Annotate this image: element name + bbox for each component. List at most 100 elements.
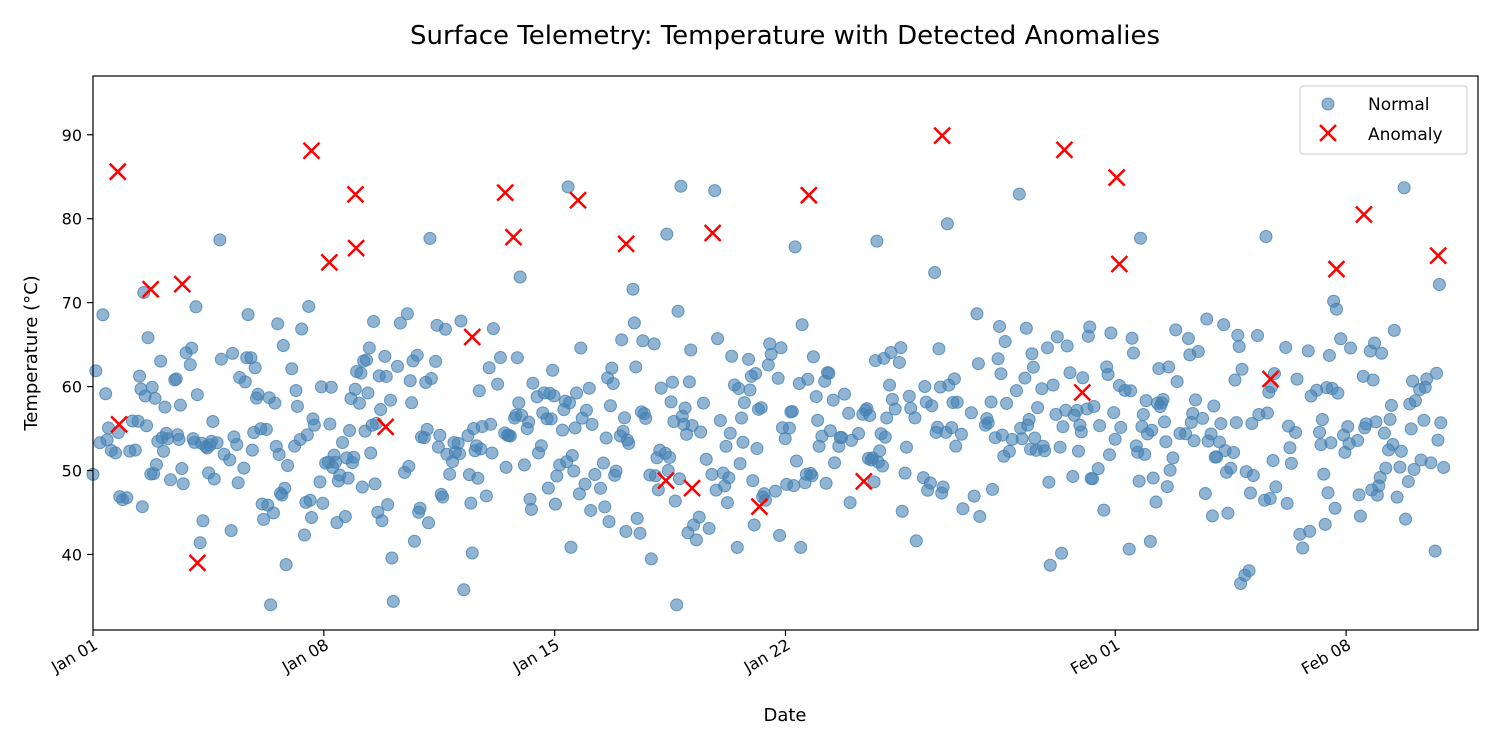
normal-point — [1163, 463, 1177, 477]
x-tick-label: Feb 08 — [1298, 635, 1354, 678]
normal-point — [828, 456, 842, 470]
normal-point — [668, 494, 682, 508]
normal-point — [1188, 393, 1202, 407]
normal-point — [1399, 512, 1413, 526]
normal-point — [1221, 506, 1235, 520]
normal-point — [644, 552, 658, 566]
normal-point — [923, 476, 937, 490]
normal-point — [1207, 399, 1221, 413]
normal-point — [405, 396, 419, 410]
normal-point — [526, 376, 540, 390]
normal-point — [493, 351, 507, 365]
normal-point — [570, 386, 584, 400]
plot-points — [86, 126, 1451, 612]
normal-point — [1390, 490, 1404, 504]
anomaly-point — [1073, 383, 1092, 402]
anomaly-point — [1107, 168, 1126, 187]
normal-point — [722, 471, 736, 485]
normal-point — [892, 355, 906, 369]
normal-point — [512, 396, 526, 410]
normal-point — [499, 460, 513, 474]
normal-point — [1217, 318, 1231, 332]
anomaly-point — [463, 328, 482, 346]
normal-point — [482, 361, 496, 375]
normal-point — [1179, 427, 1193, 441]
normal-point — [164, 473, 178, 487]
x-tick-label: Jan 15 — [509, 635, 563, 677]
normal-point — [175, 462, 189, 476]
normal-point — [524, 502, 538, 516]
y-tick-label: 50 — [62, 462, 82, 481]
normal-point — [730, 540, 744, 554]
normal-point — [1000, 396, 1014, 410]
normal-point — [438, 322, 452, 336]
normal-point — [1038, 444, 1052, 458]
normal-point — [1031, 401, 1045, 415]
normal-point — [702, 521, 716, 535]
normal-point — [1035, 382, 1049, 396]
normal-point — [1290, 372, 1304, 386]
normal-point — [1028, 431, 1042, 445]
normal-point — [1091, 462, 1105, 476]
normal-point — [378, 349, 392, 363]
normal-point — [1408, 394, 1422, 408]
normal-point — [582, 381, 596, 395]
normal-point — [465, 546, 479, 560]
normal-point — [385, 551, 399, 565]
normal-point — [689, 533, 703, 547]
normal-point — [711, 332, 725, 346]
normal-point — [491, 377, 505, 391]
normal-point — [908, 411, 922, 425]
y-tick-label: 70 — [62, 294, 82, 313]
normal-point — [323, 417, 337, 431]
normal-point — [750, 442, 764, 456]
normal-point — [1227, 445, 1241, 459]
normal-point — [733, 457, 747, 471]
normal-point — [156, 444, 170, 458]
normal-point — [984, 395, 998, 409]
normal-point — [598, 500, 612, 514]
normal-point — [654, 381, 668, 395]
normal-point — [313, 475, 327, 489]
normal-point — [300, 428, 314, 442]
normal-point — [1407, 462, 1421, 476]
normal-point — [826, 393, 840, 407]
normal-point — [782, 421, 796, 435]
normal-point — [898, 466, 912, 480]
normal-point — [579, 403, 593, 417]
normal-point — [379, 369, 393, 383]
legend: Normal Anomaly — [1299, 85, 1468, 155]
normal-point — [1431, 433, 1445, 447]
normal-point — [720, 496, 734, 510]
normal-point — [355, 480, 369, 494]
normal-point — [867, 475, 881, 489]
normal-point — [237, 461, 251, 475]
anomaly-point — [1429, 246, 1448, 265]
normal-point — [615, 333, 629, 347]
normal-point — [383, 393, 397, 407]
normal-point — [413, 501, 427, 515]
normal-point — [1157, 415, 1171, 429]
normal-point — [578, 477, 592, 491]
normal-point — [684, 343, 698, 357]
normal-point — [682, 375, 696, 389]
normal-point — [994, 367, 1008, 381]
normal-point — [303, 493, 317, 507]
normal-point — [1341, 420, 1355, 434]
normal-point — [925, 399, 939, 413]
normal-point — [1134, 231, 1148, 245]
normal-point — [1204, 427, 1218, 441]
anomaly-point — [347, 239, 366, 257]
normal-point — [1369, 415, 1383, 429]
normal-point — [1143, 534, 1157, 548]
normal-point — [945, 421, 959, 435]
normal-point — [1122, 542, 1136, 556]
normal-point — [1132, 474, 1146, 488]
normal-point — [1289, 425, 1303, 439]
normal-point — [954, 427, 968, 441]
normal-point — [1401, 475, 1415, 489]
normal-point — [603, 399, 617, 413]
normal-point — [794, 540, 808, 554]
normal-point — [424, 371, 438, 385]
normal-point — [1042, 475, 1056, 489]
